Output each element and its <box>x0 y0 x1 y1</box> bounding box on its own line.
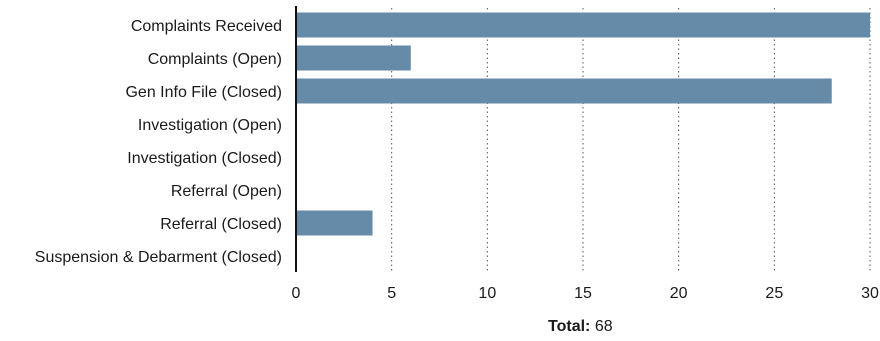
x-tick-label: 10 <box>478 285 496 302</box>
bar <box>296 210 373 236</box>
category-label: Gen Info File (Closed) <box>125 84 282 101</box>
x-tick-labels: 0 5 10 15 20 25 30 <box>292 285 879 302</box>
category-label: Investigation (Open) <box>138 117 282 134</box>
x-tick-label: 30 <box>861 285 879 302</box>
x-tick-label: 25 <box>765 285 783 302</box>
x-tick-label: 20 <box>670 285 688 302</box>
grid-lines <box>391 8 871 272</box>
category-label: Investigation (Closed) <box>127 150 282 167</box>
bar <box>296 12 870 38</box>
category-label: Referral (Open) <box>171 183 282 200</box>
x-tick-label: 0 <box>292 285 301 302</box>
total-value: 68 <box>594 318 613 335</box>
category-label: Complaints (Open) <box>148 51 282 68</box>
category-labels: Complaints Received Complaints (Open) Gen … <box>35 18 282 266</box>
category-label: Complaints Received <box>131 18 282 35</box>
category-label: Referral (Closed) <box>160 216 282 233</box>
category-label: Suspension & Debarment (Closed) <box>35 249 282 266</box>
bars <box>296 12 870 236</box>
bar <box>296 78 832 104</box>
x-tick-label: 15 <box>574 285 592 302</box>
bar <box>296 45 411 71</box>
total-label: Total: <box>548 318 591 335</box>
x-tick-label: 5 <box>387 285 396 302</box>
